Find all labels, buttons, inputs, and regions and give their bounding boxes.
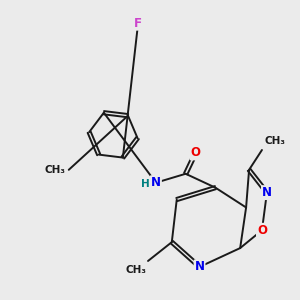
Text: N: N <box>262 186 272 199</box>
Text: O: O <box>257 224 267 237</box>
Text: CH₃: CH₃ <box>125 265 146 275</box>
Text: O: O <box>190 146 201 160</box>
Text: CH₃: CH₃ <box>45 165 66 175</box>
Text: CH₃: CH₃ <box>264 136 285 146</box>
Text: N: N <box>194 260 205 273</box>
Text: F: F <box>134 17 142 30</box>
Text: H: H <box>141 179 149 189</box>
Text: N: N <box>151 176 161 189</box>
